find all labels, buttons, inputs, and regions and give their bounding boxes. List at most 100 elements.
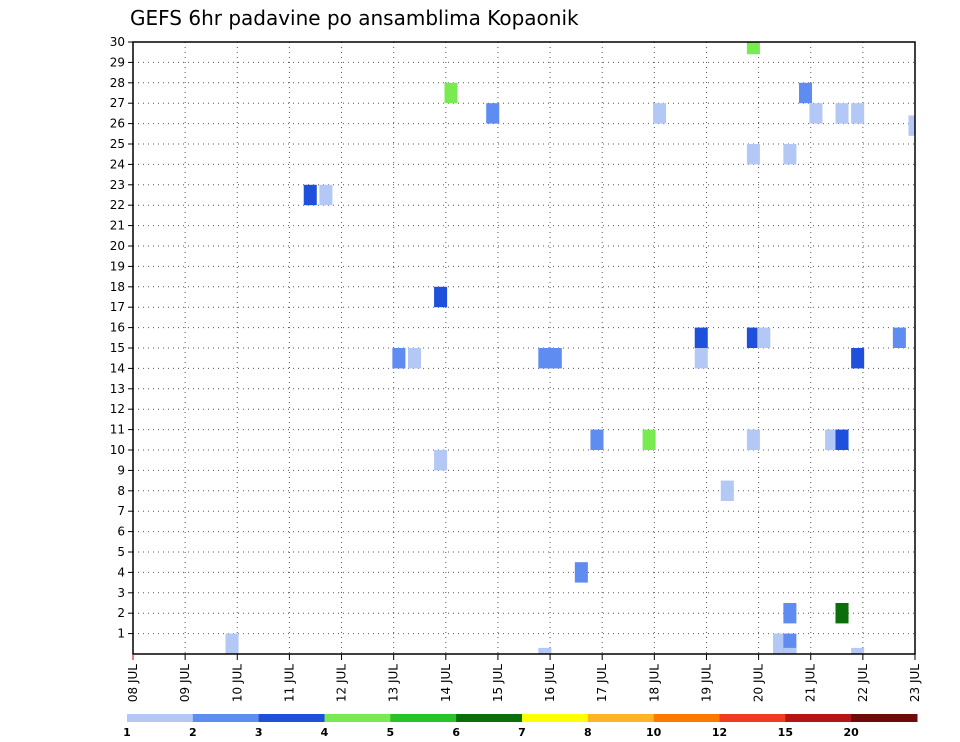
y-tick-label: 6 bbox=[117, 525, 125, 539]
precip-cell bbox=[303, 184, 317, 206]
y-tick-label: 9 bbox=[117, 463, 125, 477]
y-tick-label: 17 bbox=[110, 300, 125, 314]
legend-swatch bbox=[456, 714, 523, 722]
y-tick-label: 20 bbox=[110, 239, 125, 253]
color-legend: 1 2 3 4 5 6 7 8 10 12 15 20 bbox=[123, 714, 918, 739]
y-tick-label: 30 bbox=[110, 35, 125, 49]
x-tick-label: 09 JUL bbox=[178, 664, 192, 702]
y-tick-label: 8 bbox=[117, 484, 125, 498]
y-tick-label: 12 bbox=[110, 402, 125, 416]
precip-cell bbox=[835, 103, 849, 124]
legend-label: 3 bbox=[255, 726, 263, 739]
y-tick-label: 21 bbox=[110, 219, 125, 233]
legend-swatch bbox=[192, 714, 260, 722]
y-tick-label: 5 bbox=[117, 545, 125, 559]
x-tick-label: 15 JUL bbox=[491, 664, 505, 702]
y-tick-label: 18 bbox=[110, 280, 125, 294]
y-tick-label: 3 bbox=[117, 586, 125, 600]
y-tick-label: 11 bbox=[110, 423, 125, 437]
precip-cell bbox=[720, 480, 734, 501]
precip-cell bbox=[809, 103, 823, 124]
y-tick-label: 28 bbox=[110, 76, 125, 90]
precip-cell bbox=[835, 429, 849, 450]
precip-cell bbox=[892, 327, 906, 348]
y-tick-label: 27 bbox=[110, 96, 125, 110]
precip-cell bbox=[694, 327, 708, 348]
legend-label: 10 bbox=[646, 726, 662, 739]
y-tick-label: 22 bbox=[110, 198, 125, 212]
precip-cell bbox=[835, 603, 849, 624]
precip-cell bbox=[825, 429, 839, 450]
precip-cell bbox=[392, 348, 406, 369]
precip-cell bbox=[783, 647, 797, 654]
x-tick-label: 10 JUL bbox=[230, 664, 244, 702]
legend-swatch bbox=[127, 714, 194, 722]
precip-cell bbox=[319, 184, 333, 206]
y-tick-label: 23 bbox=[110, 178, 125, 192]
y-tick-label: 7 bbox=[117, 504, 125, 518]
legend-label: 7 bbox=[518, 726, 526, 739]
legend-swatch bbox=[258, 714, 325, 722]
precip-cell bbox=[851, 647, 865, 654]
y-tick-label: 19 bbox=[110, 259, 125, 273]
y-tick-label: 29 bbox=[110, 55, 125, 69]
precip-cell bbox=[434, 450, 448, 471]
x-tick-label: 13 JUL bbox=[387, 664, 401, 702]
legend-swatch bbox=[390, 714, 457, 722]
precip-cell bbox=[799, 82, 813, 104]
precip-cell bbox=[783, 144, 797, 165]
y-tick-label: 15 bbox=[110, 341, 125, 355]
legend-swatch bbox=[719, 714, 786, 722]
precip-cell bbox=[548, 348, 562, 369]
precip-cell bbox=[574, 562, 588, 583]
legend-label: 6 bbox=[452, 726, 460, 739]
precip-cell bbox=[746, 144, 760, 165]
legend-label: 12 bbox=[712, 726, 727, 739]
precip-cell bbox=[642, 429, 656, 450]
x-tick-label: 17 JUL bbox=[595, 664, 609, 702]
y-tick-label: 25 bbox=[110, 137, 125, 151]
legend-label: 4 bbox=[321, 726, 329, 739]
legend-swatch bbox=[324, 714, 391, 722]
precip-cell bbox=[538, 348, 552, 369]
precip-cell bbox=[772, 633, 786, 654]
precip-cell bbox=[225, 633, 239, 654]
x-axis: 08 JUL 09 JUL 10 JUL 11 JUL 12 JUL 13 JUL 14 J… bbox=[126, 654, 922, 702]
legend-swatch bbox=[785, 714, 852, 722]
legend-label: 20 bbox=[844, 726, 860, 739]
precip-cell bbox=[746, 429, 760, 450]
precip-cell bbox=[408, 348, 422, 369]
chart-title: GEFS 6hr padavine po ansamblima Kopaonik bbox=[130, 6, 579, 30]
y-tick-label: 14 bbox=[110, 361, 125, 375]
y-tick-label: 13 bbox=[110, 382, 125, 396]
precip-cell bbox=[746, 327, 760, 348]
x-tick-label: 18 JUL bbox=[647, 664, 661, 702]
y-tick-label: 10 bbox=[110, 443, 125, 457]
precip-cell bbox=[486, 103, 500, 124]
legend-label: 2 bbox=[189, 726, 197, 739]
legend-swatch bbox=[522, 714, 589, 722]
precip-cell bbox=[694, 348, 708, 369]
precip-cell bbox=[851, 103, 865, 124]
x-tick-label: 23 JUL bbox=[908, 664, 922, 702]
legend-label: 15 bbox=[778, 726, 793, 739]
precip-cell bbox=[653, 103, 667, 124]
precip-cell bbox=[908, 115, 915, 136]
x-tick-label: 19 JUL bbox=[699, 664, 713, 702]
x-tick-label: 16 JUL bbox=[543, 664, 557, 702]
x-tick-label: 20 JUL bbox=[752, 664, 766, 702]
precip-cell bbox=[851, 348, 865, 369]
data-cells bbox=[225, 42, 915, 654]
x-tick-label: 21 JUL bbox=[804, 664, 818, 702]
precip-cell bbox=[746, 42, 760, 55]
x-tick-label: 14 JUL bbox=[439, 664, 453, 702]
precip-cell bbox=[434, 286, 448, 308]
x-tick-label: 12 JUL bbox=[335, 664, 349, 702]
legend-swatch bbox=[851, 714, 918, 722]
x-tick-label: 11 JUL bbox=[282, 664, 296, 702]
y-tick-label: 26 bbox=[110, 117, 125, 131]
y-tick-label: 2 bbox=[117, 606, 125, 620]
precip-cell bbox=[783, 603, 797, 624]
y-tick-label: 16 bbox=[110, 321, 125, 335]
